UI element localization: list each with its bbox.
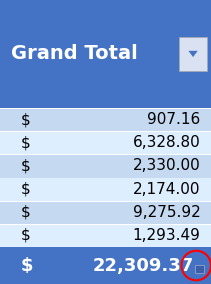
Text: 2,330.00: 2,330.00	[133, 158, 200, 174]
Bar	[0, 154, 211, 155]
Text: $: $	[21, 112, 31, 127]
Text: $: $	[21, 158, 31, 174]
Bar	[0, 0, 211, 108]
Text: $: $	[21, 181, 31, 197]
Polygon shape	[188, 51, 198, 57]
Bar	[0, 201, 211, 224]
Bar	[0, 224, 211, 247]
Text: 9,275.92: 9,275.92	[133, 205, 200, 220]
Text: 6,328.80: 6,328.80	[133, 135, 200, 150]
Text: Grand Total: Grand Total	[11, 45, 137, 63]
Text: 2,174.00: 2,174.00	[133, 181, 200, 197]
Bar	[179, 37, 207, 71]
Bar	[0, 131, 211, 132]
Bar	[0, 224, 211, 225]
Text: 22,309.37: 22,309.37	[93, 256, 194, 275]
Bar	[0, 178, 211, 201]
Text: 907.16: 907.16	[147, 112, 200, 127]
Bar	[0, 108, 211, 109]
Bar	[195, 265, 204, 273]
Bar	[0, 201, 211, 202]
Text: 1,293.49: 1,293.49	[133, 228, 200, 243]
Bar	[0, 131, 211, 154]
Text: $: $	[21, 205, 31, 220]
Bar	[0, 154, 211, 178]
Text: $: $	[21, 256, 34, 275]
Text: $: $	[21, 228, 31, 243]
Bar	[0, 108, 211, 131]
Text: $: $	[21, 135, 31, 150]
Bar	[0, 247, 211, 284]
